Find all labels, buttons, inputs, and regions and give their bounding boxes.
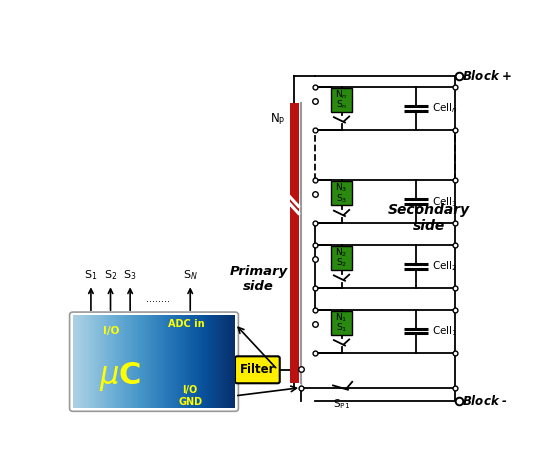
Bar <box>289 103 299 383</box>
Text: S$_3$: S$_3$ <box>123 268 137 282</box>
Text: $\bfit{Block}$ +: $\bfit{Block}$ + <box>462 69 513 83</box>
Text: I/O
GND: I/O GND <box>178 385 202 407</box>
Text: I/O: I/O <box>103 326 119 336</box>
Text: Cell$_n$: Cell$_n$ <box>432 101 458 115</box>
Text: S$_N$: S$_N$ <box>183 268 197 282</box>
Bar <box>331 88 352 112</box>
Text: Filter: Filter <box>240 363 275 376</box>
Text: S$_3$: S$_3$ <box>336 192 347 205</box>
Text: Cell$_3$: Cell$_3$ <box>432 195 458 209</box>
Text: S$_2$: S$_2$ <box>104 268 117 282</box>
Text: $\mu$C: $\mu$C <box>99 360 141 393</box>
Text: N$_1$: N$_1$ <box>336 311 348 324</box>
Text: N$_\mathrm{P}$: N$_\mathrm{P}$ <box>270 112 285 127</box>
FancyBboxPatch shape <box>235 356 280 383</box>
Text: ADC in: ADC in <box>168 319 204 329</box>
Text: $\bfit{Block}$ -: $\bfit{Block}$ - <box>462 394 508 408</box>
Bar <box>331 181 352 205</box>
Bar <box>331 311 352 334</box>
Text: Cell$_2$: Cell$_2$ <box>432 260 458 273</box>
Text: ........: ........ <box>146 294 170 304</box>
Text: N$_n$: N$_n$ <box>336 88 348 101</box>
Text: S$_1$: S$_1$ <box>336 322 347 334</box>
Text: N$_2$: N$_2$ <box>336 247 348 259</box>
Bar <box>331 246 352 270</box>
Text: Secondary
side: Secondary side <box>388 203 470 233</box>
Text: S$_\mathrm{P1}$: S$_\mathrm{P1}$ <box>333 398 350 411</box>
Text: N$_3$: N$_3$ <box>336 182 348 194</box>
Text: S$_1$: S$_1$ <box>84 268 97 282</box>
Text: Primary
side: Primary side <box>229 265 288 293</box>
Text: Cell$_1$: Cell$_1$ <box>432 324 458 338</box>
Text: S$_2$: S$_2$ <box>336 257 347 269</box>
Text: S$_n$: S$_n$ <box>336 99 347 111</box>
